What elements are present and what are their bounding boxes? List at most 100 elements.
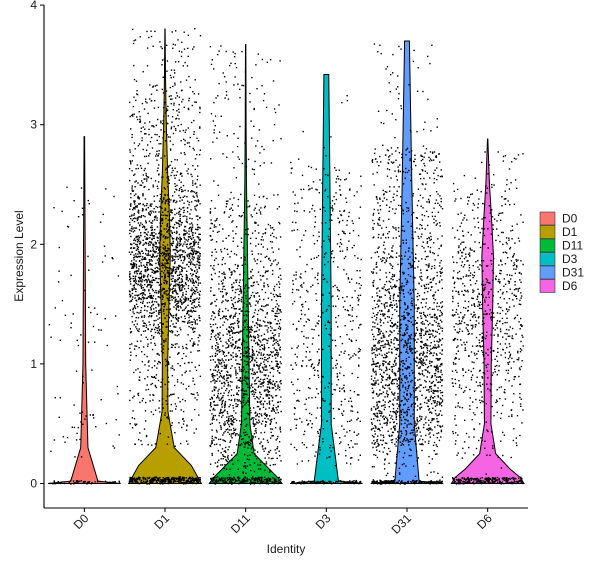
data-point: [188, 476, 191, 479]
data-point: [221, 358, 223, 360]
data-point: [213, 481, 216, 484]
data-point: [130, 215, 133, 217]
data-point: [234, 480, 237, 483]
data-point: [199, 106, 201, 108]
data-point: [148, 279, 150, 281]
data-point: [237, 288, 239, 290]
data-point: [212, 375, 215, 377]
data-point: [240, 310, 242, 312]
data-point: [167, 267, 169, 269]
data-point: [191, 275, 193, 277]
data-point: [172, 226, 174, 228]
data-point: [280, 396, 282, 398]
data-point: [139, 240, 141, 243]
data-point: [249, 454, 251, 456]
data-point: [240, 300, 243, 303]
data-point: [136, 423, 138, 425]
data-point: [241, 330, 243, 333]
data-point: [174, 296, 176, 298]
data-point: [150, 259, 152, 261]
data-point: [321, 299, 323, 302]
data-point: [192, 279, 194, 281]
data-point: [151, 231, 153, 234]
data-point: [222, 455, 225, 457]
data-point: [237, 404, 239, 406]
data-point: [159, 284, 161, 286]
data-point: [171, 343, 173, 346]
data-point: [266, 304, 268, 306]
data-point: [245, 295, 247, 297]
data-point: [276, 312, 278, 315]
data-point: [230, 418, 232, 420]
data-point: [335, 359, 338, 362]
data-point: [179, 255, 181, 257]
data-point: [150, 295, 153, 297]
data-point: [164, 47, 166, 49]
data-point: [183, 202, 185, 204]
data-point: [148, 321, 150, 323]
data-point: [156, 219, 158, 221]
data-point: [152, 186, 154, 188]
data-point: [243, 355, 245, 357]
data-point: [133, 96, 135, 98]
data-point: [164, 214, 166, 216]
data-point: [181, 270, 183, 273]
data-point: [241, 396, 244, 398]
data-point: [168, 287, 170, 290]
data-point: [185, 290, 187, 293]
data-point: [176, 227, 178, 229]
data-point: [265, 481, 267, 483]
data-point: [141, 482, 143, 484]
data-point: [182, 215, 184, 218]
data-point: [280, 382, 282, 385]
data-point: [273, 338, 275, 340]
data-point: [237, 477, 240, 479]
data-point: [230, 329, 233, 331]
data-point: [301, 286, 303, 288]
data-point: [234, 52, 236, 55]
data-point: [257, 386, 259, 388]
data-point: [251, 390, 253, 392]
data-point: [188, 480, 190, 482]
data-point: [237, 379, 239, 382]
data-point: [167, 271, 169, 273]
data-point: [247, 228, 249, 230]
data-point: [143, 243, 145, 245]
data-point: [250, 412, 252, 414]
data-point: [183, 479, 185, 481]
data-point: [259, 481, 261, 483]
data-point: [243, 429, 245, 431]
data-point: [174, 44, 176, 46]
data-point: [180, 259, 182, 262]
data-point: [263, 346, 266, 348]
data-point: [161, 47, 163, 50]
data-point: [176, 244, 178, 246]
data-point: [224, 456, 226, 458]
data-point: [218, 275, 220, 278]
data-point: [226, 388, 228, 390]
data-point: [225, 200, 228, 202]
data-point: [234, 76, 236, 78]
data-point: [167, 253, 169, 255]
data-point: [157, 312, 160, 314]
data-point: [276, 437, 278, 440]
data-point: [172, 237, 175, 240]
data-point: [172, 296, 174, 298]
data-point: [274, 463, 276, 466]
data-point: [175, 247, 177, 249]
data-point: [180, 329, 182, 331]
data-point: [190, 201, 193, 203]
data-point: [255, 292, 257, 294]
data-point: [209, 423, 212, 425]
data-point: [255, 237, 257, 240]
data-point: [304, 230, 307, 232]
data-point: [118, 480, 120, 482]
data-point: [157, 118, 159, 121]
data-point: [230, 422, 232, 425]
data-point: [249, 409, 252, 412]
data-point: [183, 236, 185, 239]
data-point: [267, 394, 269, 396]
data-point: [140, 167, 143, 169]
data-point: [227, 346, 229, 349]
data-point: [232, 240, 234, 242]
